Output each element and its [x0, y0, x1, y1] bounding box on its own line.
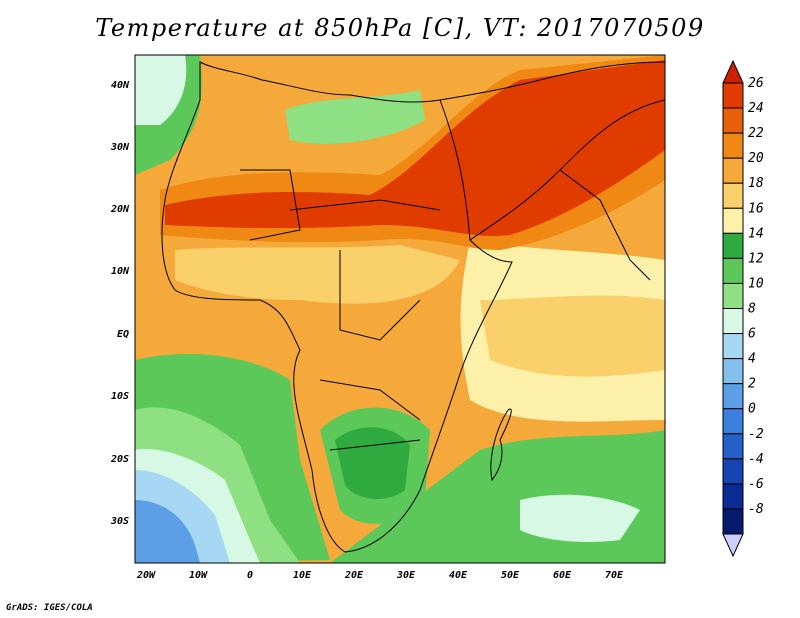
colorbar-label: 2 [748, 377, 756, 392]
lon-label: 0 [247, 570, 253, 581]
colorbar-label: 14 [748, 226, 764, 241]
lat-label: EQ [117, 329, 129, 340]
colorbar-lower-arrow [722, 533, 744, 558]
colorbar-swatch [722, 508, 744, 535]
lat-label: 10S [111, 391, 129, 402]
colorbar-label: 0 [748, 402, 756, 417]
plot-frame [134, 54, 666, 564]
colorbar-label: 4 [748, 352, 756, 367]
colorbar-label: -6 [748, 477, 764, 492]
colorbar-label: 20 [748, 151, 764, 166]
colorbar-swatch [722, 383, 744, 410]
lon-label: 40E [449, 570, 468, 581]
colorbar-swatch [722, 308, 744, 335]
colorbar-swatch [722, 333, 744, 360]
colorbar-swatch [722, 257, 744, 284]
colorbar-label: 10 [748, 276, 764, 291]
lon-label: 70E [605, 570, 624, 581]
map-title: Temperature at 850hPa [C], VT: 201707050… [95, 14, 705, 42]
colorbar-label: -8 [748, 502, 764, 517]
colorbar-swatch [722, 132, 744, 159]
colorbar-label: 8 [748, 302, 756, 317]
lon-label: 30E [396, 570, 416, 581]
lon-label: 10W [189, 570, 208, 581]
coastlines [161, 61, 665, 553]
lat-label: 10N [111, 266, 130, 277]
colorbar-swatch [722, 458, 744, 485]
colorbar-swatch [722, 232, 744, 259]
lon-label: 20W [136, 570, 156, 581]
colorbar-label: 26 [748, 76, 764, 91]
lat-label: 30S [110, 516, 129, 527]
colorbar-swatch [722, 433, 744, 460]
colorbar-swatch [722, 408, 744, 435]
lat-label: 20N [110, 204, 130, 215]
lat-label: 20S [110, 454, 129, 465]
colorbar-upper-arrow [722, 59, 744, 84]
colorbar-swatch [722, 157, 744, 184]
latitude-axis: 40N 30N 20N 10N EQ 10S 20S 30S [110, 80, 130, 527]
colorbar-label: -2 [748, 427, 764, 442]
lon-label: 60E [553, 570, 572, 581]
colorbar-label: 18 [748, 176, 764, 191]
colorbar-swatch [722, 483, 744, 510]
colorbar-label: 22 [748, 126, 764, 141]
credit-text: GrADS: IGES/COLA [6, 603, 93, 613]
colorbar-label: 16 [748, 201, 764, 216]
colorbar-swatch [722, 82, 744, 109]
colorbar-label: -4 [748, 452, 764, 467]
lat-label: 30N [110, 142, 130, 153]
lon-label: 20E [344, 570, 364, 581]
colorbar-label: 24 [748, 101, 764, 116]
lon-label: 50E [501, 570, 520, 581]
colorbar-swatch [722, 358, 744, 385]
longitude-axis: 20W 10W 0 10E 20E 30E 40E 50E 60E 70E [136, 570, 624, 581]
colorbar-swatch [722, 282, 744, 310]
temperature-field [135, 55, 665, 563]
colorbar-label: 12 [748, 251, 764, 266]
colorbar-label: 6 [748, 327, 756, 342]
lon-label: 10E [293, 570, 312, 581]
lat-label: 40N [111, 80, 130, 91]
colorbar-swatch [722, 107, 744, 134]
colorbar-swatch [722, 182, 744, 209]
colorbar-swatch [722, 207, 744, 234]
